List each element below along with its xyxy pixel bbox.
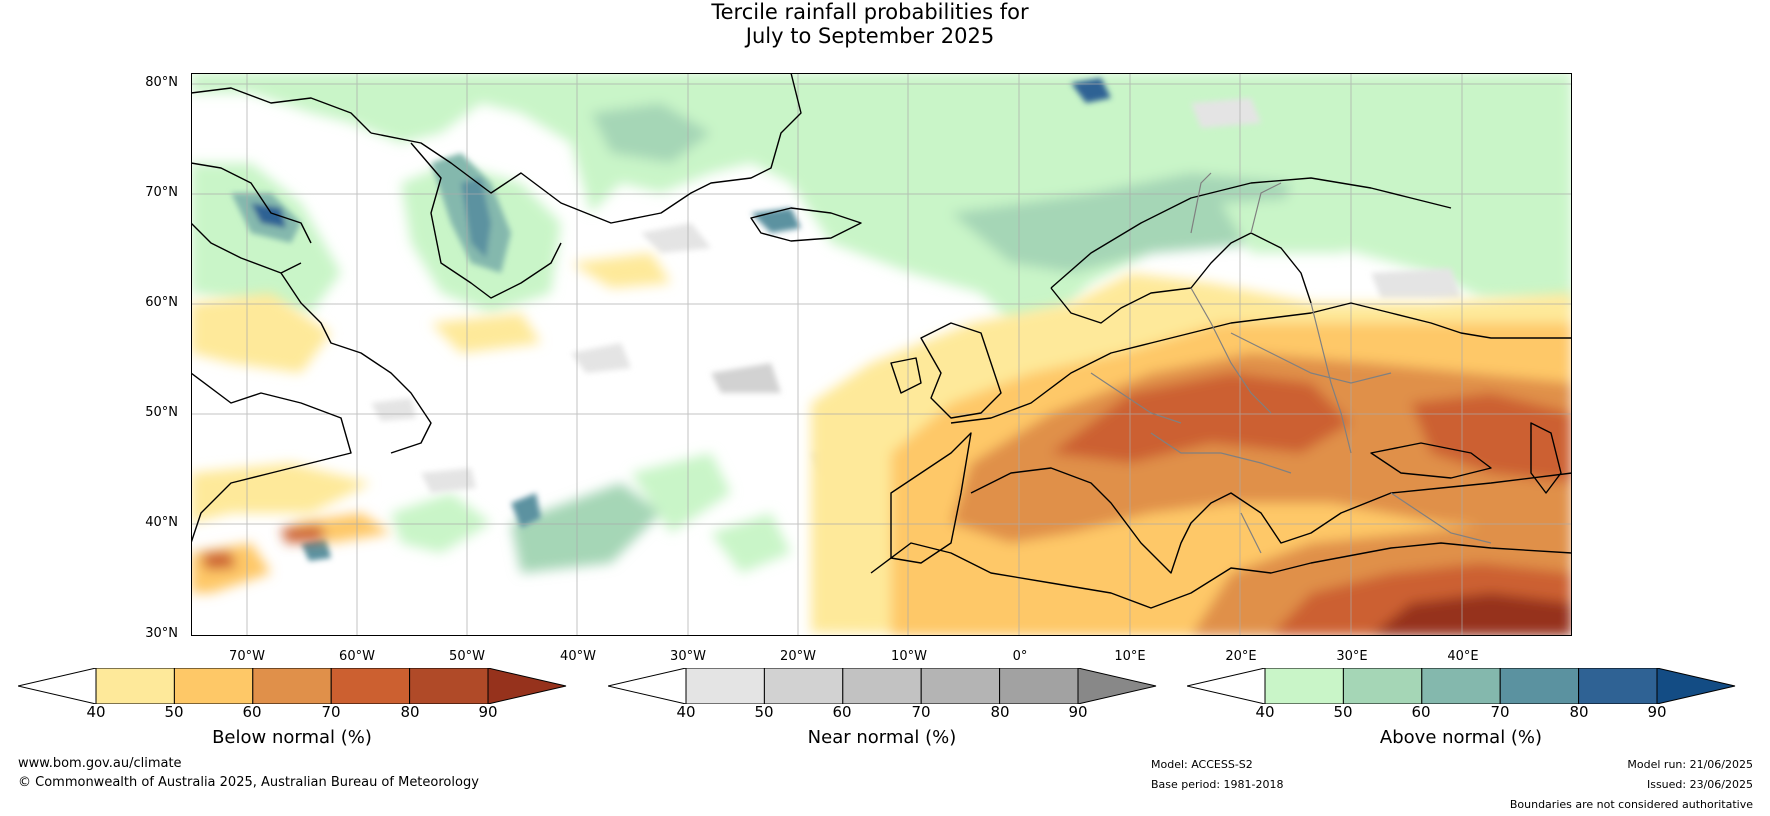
cbar-below-tick: 60 [242, 703, 262, 721]
cbar-above-title: Above normal (%) [1379, 727, 1543, 748]
colorbar-segment [1499, 668, 1580, 704]
footer-model: Model: ACCESS-S2 [1151, 758, 1253, 771]
colorbar-segment [252, 668, 332, 704]
below-normal-shading [191, 253, 1572, 636]
cbar-above-extend-low [1187, 668, 1266, 704]
colorbar-segment [999, 668, 1079, 704]
colorbar-segment [920, 668, 1001, 704]
lat-label-60n: 60°N [145, 295, 178, 310]
country-borders [1090, 172, 1492, 554]
cbar-near-tick: 40 [676, 703, 696, 721]
footer-copyright: © Commonwealth of Australia 2025, Austra… [18, 775, 479, 790]
colorbar-below-normal [18, 668, 567, 704]
title-line-2: July to September 2025 [745, 24, 995, 48]
lon-label-40e: 40°E [1447, 649, 1479, 664]
cbar-near-tick: 50 [754, 703, 774, 721]
cbar-near-extend-high [1077, 668, 1157, 704]
cbar-near-tick: 60 [832, 703, 852, 721]
cbar-near-title: Near normal (%) [807, 727, 957, 748]
cbar-below-extend-low [18, 668, 97, 704]
lat-label-70n: 70°N [145, 185, 178, 200]
lon-label-50w: 50°W [449, 649, 485, 664]
map-frame [191, 73, 1572, 636]
lon-label-10e: 10°E [1114, 649, 1146, 664]
cbar-above-tick: 90 [1647, 703, 1667, 721]
lon-label-20w: 20°W [780, 649, 816, 664]
colorbar-segment [330, 668, 411, 704]
cbar-above-tick: 80 [1569, 703, 1589, 721]
cbar-near-tick: 70 [911, 703, 931, 721]
probability-map [191, 73, 1572, 636]
footer-website-link[interactable]: www.bom.gov.au/climate [18, 756, 182, 771]
cbar-near-tick: 90 [1068, 703, 1088, 721]
footer-model-run: Model run: 21/06/2025 [1627, 758, 1753, 771]
colorbar-segment [1342, 668, 1423, 704]
colorbar-segment [1578, 668, 1658, 704]
cbar-below-tick: 80 [400, 703, 420, 721]
cbar-above-tick: 60 [1411, 703, 1431, 721]
lon-label-10w: 10°W [891, 649, 927, 664]
cbar-near-extend-low [608, 668, 687, 704]
title-line-1: Tercile rainfall probabilities for [711, 0, 1029, 24]
cbar-above-extend-high [1656, 668, 1736, 704]
lon-label-0: 0° [1012, 649, 1028, 664]
cbar-below-tick: 40 [86, 703, 106, 721]
colorbar-segment [95, 668, 175, 704]
lat-label-80n: 80°N [145, 75, 178, 90]
colorbar-segment [173, 668, 254, 704]
cbar-above-tick: 70 [1490, 703, 1510, 721]
lon-label-40w: 40°W [560, 649, 596, 664]
lat-label-40n: 40°N [145, 515, 178, 530]
lat-label-50n: 50°N [145, 405, 178, 420]
cbar-below-tick: 70 [321, 703, 341, 721]
cbar-below-tick: 90 [478, 703, 498, 721]
lon-label-60w: 60°W [339, 649, 375, 664]
colorbar-segment [409, 668, 489, 704]
lat-label-30n: 30°N [145, 626, 178, 641]
colorbar-segment [1421, 668, 1501, 704]
cbar-below-title: Below normal (%) [212, 727, 372, 748]
above-normal-strong [231, 78, 1111, 561]
lon-label-30e: 30°E [1336, 649, 1368, 664]
lon-label-20e: 20°E [1225, 649, 1257, 664]
colorbar-segment [1264, 668, 1344, 704]
footer-issued: Issued: 23/06/2025 [1646, 778, 1753, 791]
lon-label-30w: 30°W [670, 649, 706, 664]
cbar-above-tick: 40 [1255, 703, 1275, 721]
lon-label-70w: 70°W [229, 649, 265, 664]
cbar-below-extend-high [487, 668, 567, 704]
colorbar-above-normal [1187, 668, 1736, 704]
colorbar-segment [763, 668, 844, 704]
map-canvas [191, 73, 1572, 636]
cbar-near-tick: 80 [990, 703, 1010, 721]
map-title: Tercile rainfall probabilities for July … [0, 0, 1740, 48]
colorbar-segment [842, 668, 922, 704]
colorbar-near-normal [608, 668, 1157, 704]
colorbar-segment [685, 668, 765, 704]
footer-disclaimer: Boundaries are not considered authoritat… [1509, 798, 1753, 811]
cbar-below-tick: 50 [164, 703, 184, 721]
footer-base-period: Base period: 1981-2018 [1151, 778, 1284, 791]
cbar-above-tick: 50 [1333, 703, 1353, 721]
